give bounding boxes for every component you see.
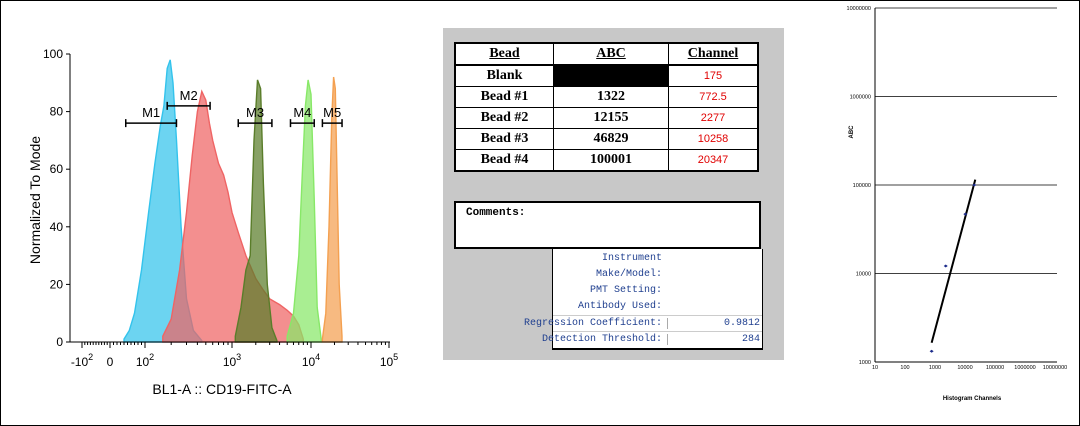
pmt-setting-label: PMT Setting: bbox=[589, 285, 662, 296]
gate-marker-m3 bbox=[237, 119, 273, 128]
x-tick-label: 100 bbox=[900, 365, 909, 371]
histogram-series-2 bbox=[162, 89, 304, 343]
x-tick-label: 0 bbox=[107, 355, 114, 369]
histogram-chart: Normalized To Mode BL1-A :: CD19-FITC-A … bbox=[27, 47, 398, 397]
table-header-row: Bead ABC Channel bbox=[454, 42, 759, 66]
y-tick-label: 100000 bbox=[853, 183, 871, 189]
abc-cell-blank bbox=[553, 64, 669, 87]
x-tick-label: 103 bbox=[223, 352, 241, 369]
gate-label-m2: M2 bbox=[180, 88, 198, 103]
detection-threshold-value: 284 bbox=[667, 334, 760, 345]
y-tick-label: 10000 bbox=[856, 272, 871, 278]
y-tick-label: 80 bbox=[50, 105, 64, 119]
channel-cell: 175 bbox=[668, 64, 759, 87]
abc-cell: 46829 bbox=[553, 128, 669, 150]
gate-marker-m4 bbox=[289, 119, 315, 128]
bead-name-cell: Blank bbox=[454, 64, 554, 87]
bead-name-cell: Bead #4 bbox=[454, 149, 554, 172]
table-row: Bead #2 12155 2277 bbox=[454, 107, 759, 129]
y-tick-label: 1000 bbox=[859, 360, 871, 366]
gate-marker-m2 bbox=[166, 101, 211, 110]
x-tick-label: 1000000 bbox=[1014, 365, 1035, 371]
regression-chart: ABC Histogram Channels 10001000010000010… bbox=[847, 6, 1068, 402]
data-point bbox=[929, 349, 934, 353]
instrument-info-box: Instrument Make/Model: PMT Setting: Anti… bbox=[524, 249, 763, 350]
x-tick-label: 104 bbox=[302, 352, 320, 369]
calibration-panel: Bead ABC Channel Blank 175 Bead #1 1322 … bbox=[443, 28, 784, 360]
x-tick-label: 102 bbox=[136, 352, 154, 369]
table-row: Bead #3 46829 10258 bbox=[454, 128, 759, 150]
table-row: Bead #1 1322 772.5 bbox=[454, 86, 759, 108]
instrument-label: Instrument bbox=[601, 253, 662, 264]
table-row: Blank 175 bbox=[454, 64, 759, 87]
x-tick-label: -102 bbox=[71, 352, 93, 369]
antibody-label: Antibody Used: bbox=[577, 301, 662, 312]
regression-row: Regression Coefficient: 0.9812 bbox=[524, 315, 762, 332]
scatter-gridlines: 1000 10000 100000 1000000 10000000 10 100 1000 1… bbox=[847, 6, 1068, 371]
scatter-axes bbox=[874, 8, 1057, 363]
y-tick-label: 0 bbox=[56, 335, 63, 349]
data-point bbox=[972, 183, 977, 187]
data-point bbox=[963, 212, 968, 216]
x-tick-label: 10000 bbox=[957, 365, 972, 371]
table-row: Bead #4 100001 20347 bbox=[454, 149, 759, 172]
abc-cell: 100001 bbox=[553, 149, 669, 172]
gate-label-m5: M5 bbox=[323, 105, 341, 120]
y-tick-label: 40 bbox=[50, 220, 64, 234]
x-axis-label: Histogram Channels bbox=[943, 396, 1002, 402]
bead-name-cell: Bead #1 bbox=[454, 86, 554, 108]
regression-line bbox=[930, 179, 977, 344]
col-header-channel: Channel bbox=[668, 42, 759, 66]
channel-cell: 20347 bbox=[668, 149, 759, 172]
abc-cell: 1322 bbox=[553, 86, 669, 108]
gate-label-m1: M1 bbox=[142, 105, 160, 120]
regression-value: 0.9812 bbox=[667, 318, 760, 329]
y-tick-label: 20 bbox=[50, 277, 64, 291]
data-point bbox=[943, 264, 948, 268]
histogram-series-5 bbox=[321, 76, 343, 343]
x-tick-label: 100000 bbox=[986, 365, 1004, 371]
detection-threshold-row: Detection Threshold: 284 bbox=[542, 331, 762, 348]
y-tick-label: 1000000 bbox=[850, 95, 871, 101]
make-model-label: Make/Model: bbox=[595, 269, 662, 280]
x-axis-label: BL1-A :: CD19-FITC-A bbox=[152, 381, 292, 397]
bead-name-cell: Bead #3 bbox=[454, 128, 554, 150]
y-axis-label: Normalized To Mode bbox=[27, 136, 43, 264]
gate-marker-m5 bbox=[321, 119, 343, 128]
y-tick-label: 10000000 bbox=[847, 6, 871, 12]
y-tick-label: 60 bbox=[50, 162, 64, 176]
abc-cell: 12155 bbox=[553, 107, 669, 129]
x-tick-label: 1000 bbox=[929, 365, 941, 371]
channel-cell: 772.5 bbox=[668, 86, 759, 108]
gate-marker-m1 bbox=[125, 119, 178, 128]
comments-box: Comments: bbox=[454, 201, 761, 249]
scatter-marks bbox=[929, 179, 977, 353]
channel-cell: 10258 bbox=[668, 128, 759, 150]
comments-label: Comments: bbox=[466, 207, 526, 219]
detection-threshold-label: Detection Threshold: bbox=[541, 334, 662, 345]
x-tick-label: 105 bbox=[380, 352, 398, 369]
x-tick-label: 10 bbox=[872, 365, 878, 371]
channel-cell: 2277 bbox=[668, 107, 759, 129]
bead-name-cell: Bead #2 bbox=[454, 107, 554, 129]
histogram-series-group bbox=[123, 59, 343, 343]
bead-table: Bead ABC Channel Blank 175 Bead #1 1322 … bbox=[454, 42, 759, 172]
histogram-series-4 bbox=[286, 79, 322, 343]
col-header-bead: Bead bbox=[454, 42, 554, 66]
make-model-row: Make/Model: bbox=[553, 267, 762, 283]
x-tick-label: 10000000 bbox=[1043, 365, 1067, 371]
pmt-setting-row: PMT Setting: bbox=[553, 283, 762, 299]
gate-markers-group: M1 M2 M3 M4 M5 bbox=[125, 88, 343, 128]
gate-label-m4: M4 bbox=[293, 105, 311, 120]
histogram-series-3 bbox=[234, 79, 278, 343]
regression-label: Regression Coefficient: bbox=[523, 318, 662, 329]
antibody-row: Antibody Used: bbox=[553, 299, 762, 315]
y-tick-label: 100 bbox=[43, 47, 63, 61]
histogram-axes: 0 20 40 60 80 100 -102 0 102 103 104 105 bbox=[43, 47, 398, 369]
gate-label-m3: M3 bbox=[246, 105, 264, 120]
col-header-abc: ABC bbox=[553, 42, 669, 66]
y-axis-label: ABC bbox=[849, 125, 855, 139]
instrument-row: Instrument bbox=[553, 251, 762, 267]
